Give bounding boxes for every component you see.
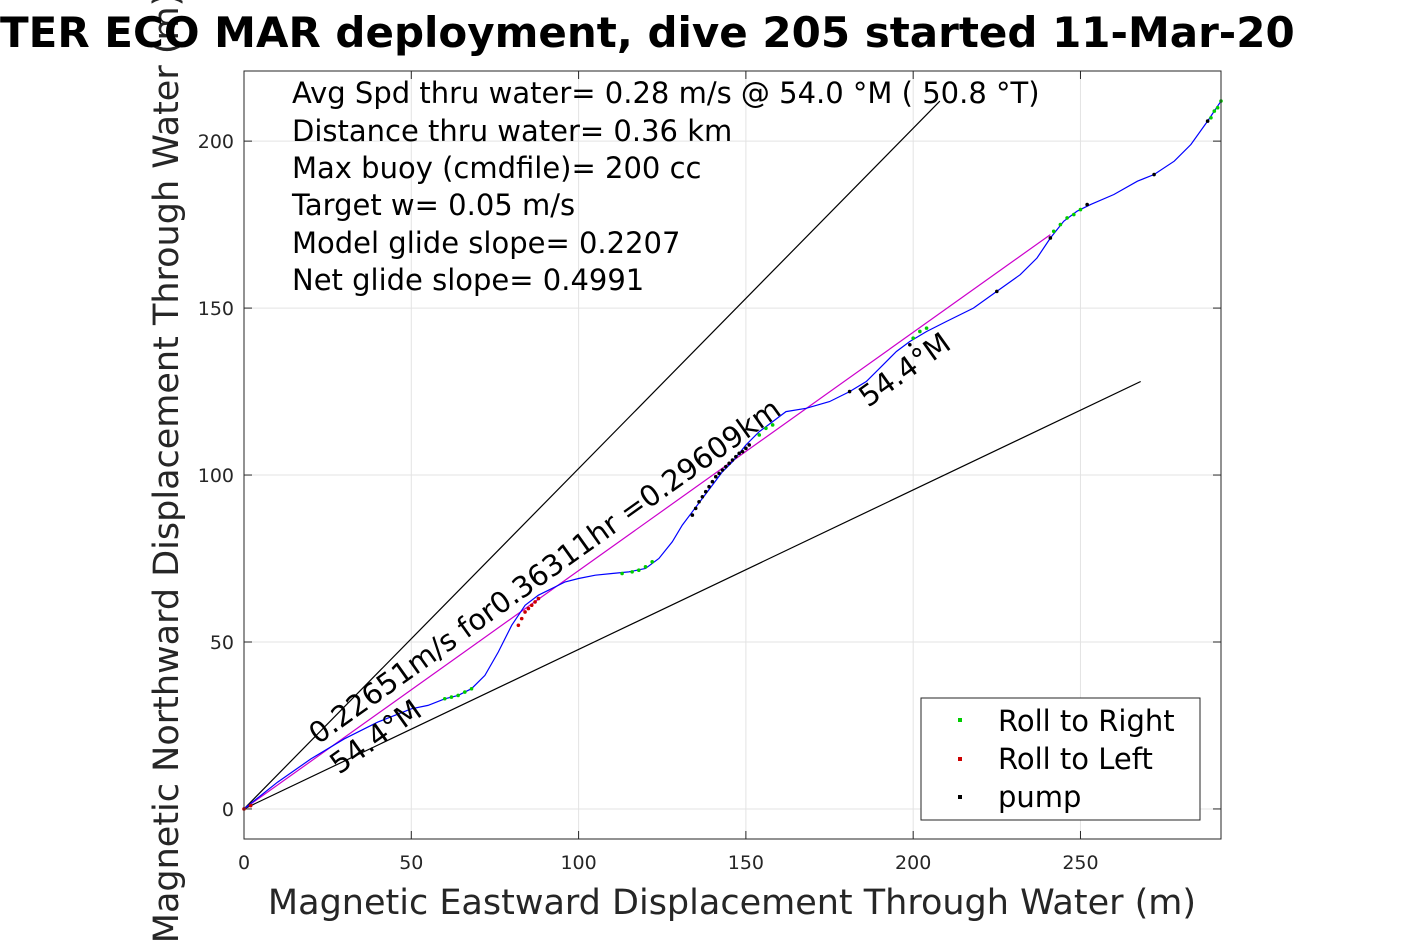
y-tick-label: 100 <box>198 465 234 487</box>
point-roll-to-right <box>469 686 474 691</box>
legend-box <box>920 697 1201 821</box>
plot-frame <box>243 70 1222 840</box>
point-roll-to-left <box>526 606 531 611</box>
info-block: Avg Spd thru water= 0.28 m/s @ 54.0 °M (… <box>291 76 1040 297</box>
legend: Roll to Right Roll to Left pump <box>920 697 1201 821</box>
point-pump <box>847 389 852 394</box>
point-roll-to-right <box>463 690 467 694</box>
point-roll-to-right <box>449 695 454 699</box>
point-roll-to-left <box>248 803 253 808</box>
x-tick-label: 200 <box>895 852 931 874</box>
point-pump <box>734 454 738 459</box>
x-tick-label: 50 <box>399 852 423 874</box>
point-pump <box>737 451 741 456</box>
info-target-w: Target w= 0.05 m/s <box>291 188 575 222</box>
point-roll-to-left <box>519 616 524 621</box>
point-roll-to-left <box>529 603 534 608</box>
x-tick-label: 100 <box>560 852 596 874</box>
legend-marker-pump <box>958 795 962 799</box>
point-pump <box>1085 202 1089 207</box>
point-roll-to-right <box>924 326 929 330</box>
point-pump <box>717 471 721 476</box>
point-roll-to-right <box>1212 109 1217 113</box>
point-pump <box>908 343 912 347</box>
point-pump <box>995 289 999 294</box>
point-roll-to-left <box>516 623 521 628</box>
point-pump <box>1205 119 1210 123</box>
point-roll-to-left <box>536 596 541 601</box>
info-max-buoy: Max buoy (cmdfile)= 200 cc <box>292 151 701 185</box>
upper-bound-line <box>243 100 941 810</box>
point-roll-to-right <box>1051 229 1056 234</box>
point-roll-to-right <box>637 568 641 572</box>
point-roll-to-right <box>770 423 775 427</box>
point-roll-to-right <box>1209 115 1213 120</box>
point-roll-to-left <box>533 600 537 604</box>
point-roll-to-right <box>630 570 634 574</box>
point-pump <box>690 513 695 517</box>
x-tick-label: 0 <box>238 852 250 874</box>
legend-marker-roll-right <box>958 718 962 722</box>
point-roll-to-right <box>1071 212 1076 217</box>
x-tick-label: 250 <box>1062 852 1098 874</box>
legend-label-roll-left: Roll to Left <box>998 742 1153 776</box>
point-pump <box>720 468 725 472</box>
y-tick-label: 150 <box>198 298 234 320</box>
point-pump <box>724 464 728 469</box>
legend-marker-roll-left <box>958 757 962 761</box>
point-roll-to-right <box>911 336 915 340</box>
point-pump <box>697 499 701 504</box>
point-pump <box>700 494 705 499</box>
point-pump <box>710 479 715 484</box>
y-tick-label: 0 <box>222 799 234 821</box>
point-roll-to-right <box>456 693 460 698</box>
point-roll-to-right <box>1058 222 1063 227</box>
point-pump <box>707 484 711 489</box>
point-pump <box>740 449 745 454</box>
y-axis-label: Magnetic Northward Displacement Through … <box>147 0 187 943</box>
info-avg-speed: Avg Spd thru water= 0.28 m/s @ 54.0 °M (… <box>292 76 1040 110</box>
info-net-glide-slope: Net glide slope= 0.4991 <box>292 263 644 297</box>
info-model-glide-slope: Model glide slope= 0.2207 <box>292 226 680 260</box>
lower-bound-line <box>243 380 1141 810</box>
info-distance: Distance thru water= 0.36 km <box>292 114 732 148</box>
point-pump <box>703 489 708 494</box>
net-displacement-line <box>243 234 1051 810</box>
point-pump <box>693 506 698 511</box>
point-roll-to-right <box>757 433 762 437</box>
point-pump <box>1152 172 1156 177</box>
point-roll-to-right <box>620 571 624 576</box>
point-pump <box>727 461 731 466</box>
point-pump <box>1048 236 1053 240</box>
x-tick-label: 150 <box>728 852 764 874</box>
point-pump <box>747 443 752 447</box>
chart-title: TER ECO MAR deployment, dive 205 started… <box>0 8 1295 57</box>
y-tick-label: 200 <box>198 131 234 153</box>
point-pump <box>713 474 718 479</box>
point-roll-to-right <box>1065 216 1069 220</box>
point-roll-to-right <box>1215 105 1220 110</box>
point-roll-to-right <box>764 426 768 431</box>
x-axis-label: Magnetic Eastward Displacement Through W… <box>268 883 1196 923</box>
point-pump <box>744 446 748 451</box>
legend-label-pump: pump <box>998 780 1081 814</box>
point-roll-to-right <box>1078 207 1083 212</box>
point-roll-to-right <box>643 565 648 569</box>
point-roll-to-right <box>442 696 447 701</box>
point-roll-to-right <box>918 329 922 334</box>
point-roll-to-left <box>523 610 527 614</box>
point-pump <box>730 458 735 462</box>
y-tick-label: 50 <box>210 632 234 654</box>
point-roll-to-right <box>650 560 654 564</box>
legend-label-roll-right: Roll to Right <box>998 704 1175 738</box>
axis-ticks: 0 50 100 150 200 250 0 50 100 150 200 <box>198 71 1221 874</box>
